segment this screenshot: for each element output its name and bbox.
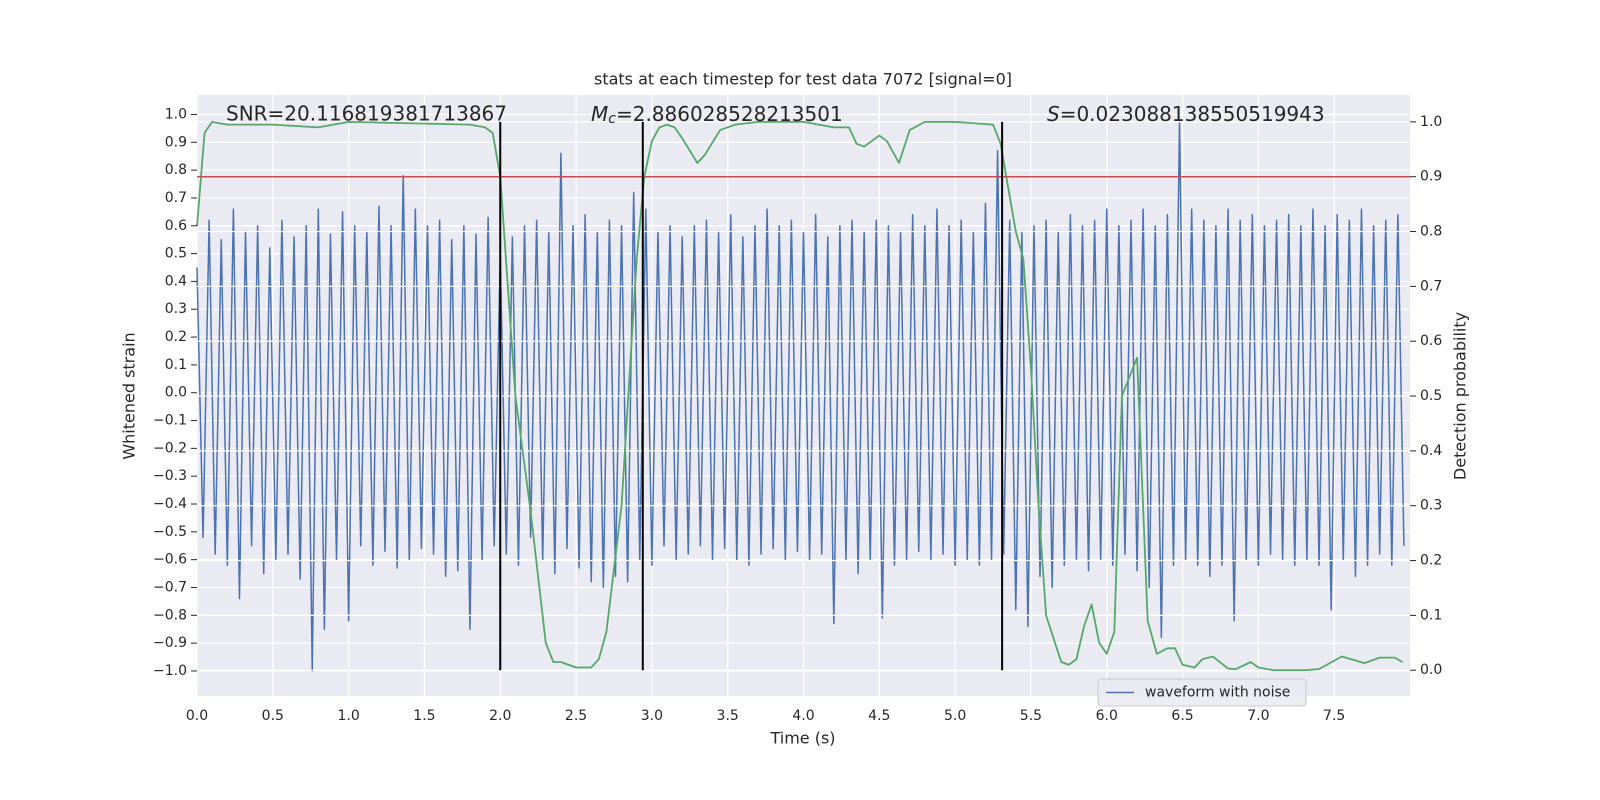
y-tick-label: 1.0 <box>165 106 187 122</box>
annotation: S=0.023088138550519943 <box>1047 102 1325 126</box>
x-tick-label: 4.5 <box>868 708 890 724</box>
series-line <box>196 119 1405 672</box>
y-tick-label: −0.8 <box>153 607 187 623</box>
x-tick-label: 7.5 <box>1323 708 1345 724</box>
x-tick-label: 2.0 <box>489 708 511 724</box>
y2-tick-label: 0.3 <box>1420 498 1442 514</box>
y-tick-label: 0.5 <box>165 246 187 262</box>
y-tick-label: 0.0 <box>165 385 187 401</box>
y-tick-label: 0.2 <box>165 329 187 345</box>
x-tick-label: 6.0 <box>1096 708 1118 724</box>
y2-tick-label: 0.2 <box>1420 553 1442 569</box>
y-tick-label: −0.7 <box>153 579 187 595</box>
y-tick-label: −0.4 <box>153 496 187 512</box>
labels: 0.0 0.5 1.0 1.5 2.0 2.5 3.0 3.5 4.0 4.5 5.0 5.5 6.0 6… <box>153 102 1442 725</box>
x-tick-label: 4.0 <box>792 708 814 724</box>
chart-title: stats at each timestep for test data 707… <box>594 70 1012 89</box>
y-tick-label: −0.6 <box>153 552 187 568</box>
annotation-part: S <box>1047 102 1060 126</box>
annotation-part: c <box>608 111 616 127</box>
x-tick-label: 6.5 <box>1171 708 1193 724</box>
x-tick-label: 2.5 <box>565 708 587 724</box>
x-tick-label: 5.5 <box>1020 708 1042 724</box>
y2-tick-label: 0.8 <box>1420 224 1442 240</box>
x-tick-label: 7.0 <box>1247 708 1269 724</box>
y2-tick-label: 1.0 <box>1420 114 1442 130</box>
y-tick-label: −0.3 <box>153 468 187 484</box>
y-tick-label: −0.9 <box>153 635 187 651</box>
x-tick-label: 3.5 <box>717 708 739 724</box>
annotation: Mc=2.886028528213501 <box>591 102 843 127</box>
x-axis-label: Time (s) <box>769 729 835 748</box>
x-tick-label: 3.0 <box>641 708 663 724</box>
legend-label: waveform with noise <box>1145 685 1290 701</box>
y2-tick-label: 0.6 <box>1420 333 1442 349</box>
y2-tick-label: 0.4 <box>1420 443 1442 459</box>
y2-tick-label: 0.1 <box>1420 607 1442 623</box>
y2-tick-label: 0.5 <box>1420 388 1442 404</box>
y-tick-label: −0.5 <box>153 524 187 540</box>
y-tick-label: −1.0 <box>153 663 187 679</box>
y-tick-label: 0.8 <box>165 162 187 178</box>
y-tick-label: 0.4 <box>165 273 187 289</box>
x-tick-label: 1.5 <box>413 708 435 724</box>
annotation-part: =2.886028528213501 <box>616 102 843 126</box>
marks <box>196 119 1410 672</box>
x-tick-label: 0.0 <box>186 708 208 724</box>
x-tick-label: 1.0 <box>337 708 359 724</box>
y-tick-label: −0.2 <box>153 440 187 456</box>
y2-tick-label: 0.9 <box>1420 169 1442 185</box>
y-tick-label: 0.9 <box>165 134 187 150</box>
series-line <box>196 120 1403 672</box>
y-tick-label: 0.3 <box>165 301 187 317</box>
y-tick-label: 0.1 <box>165 357 187 373</box>
x-tick-label: 0.5 <box>262 708 284 724</box>
y2-tick-label: 0.7 <box>1420 278 1442 294</box>
x-tick-label: 5.0 <box>944 708 966 724</box>
y-tick-label: 0.7 <box>165 190 187 206</box>
y2-tick-label: 0.0 <box>1420 662 1442 678</box>
y-axis-label: Whitened strain <box>120 332 139 459</box>
legend-box <box>1097 678 1307 707</box>
y2-axis-label: Detection probability <box>1451 312 1470 480</box>
annotation-part: =0.023088138550519943 <box>1060 102 1325 126</box>
annotation: SNR=20.116819381713867 <box>226 102 507 126</box>
y-tick-label: −0.1 <box>153 413 187 429</box>
annotation-part: M <box>591 102 608 126</box>
y-tick-label: 0.6 <box>165 218 187 234</box>
